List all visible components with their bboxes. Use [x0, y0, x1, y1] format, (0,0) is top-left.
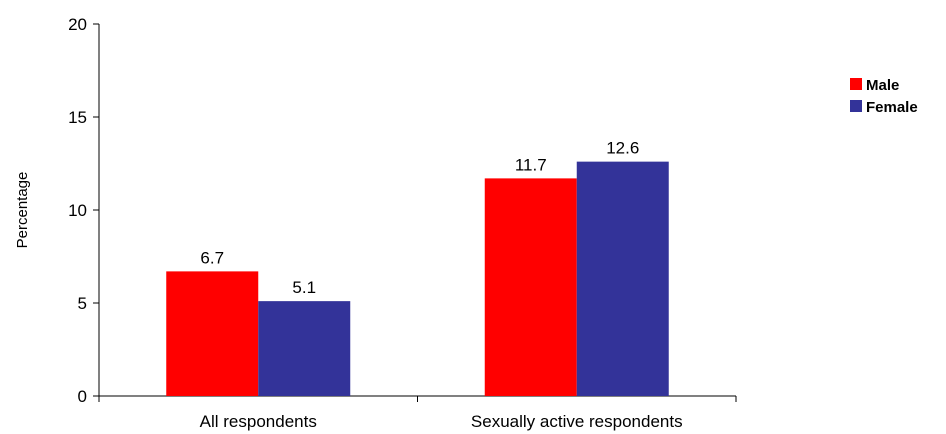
legend-swatch-male [850, 78, 862, 90]
y-tick-label: 20 [68, 15, 87, 34]
y-tick-label: 15 [68, 108, 87, 127]
bar-female [576, 161, 669, 396]
data-label: 6.7 [200, 248, 224, 267]
legend: Male Female [850, 77, 918, 116]
bar-female [258, 301, 351, 396]
y-axis-title: Percentage [14, 172, 31, 249]
data-label: 11.7 [515, 155, 547, 174]
legend-label-female: Female [866, 99, 918, 116]
chart-data-labels: 6.7 5.1 11.7 12.6 [200, 139, 639, 298]
legend-label-male: Male [866, 77, 899, 94]
bar-male [166, 271, 259, 396]
data-label: 5.1 [292, 278, 316, 297]
x-tick-label: All respondents [200, 412, 317, 431]
x-tick-label: Sexually active respondents [471, 412, 683, 431]
bar-male [484, 178, 577, 396]
y-tick-label: 0 [78, 387, 87, 406]
y-tick-label: 10 [68, 201, 87, 220]
y-tick-label: 5 [78, 294, 87, 313]
data-label: 12.6 [606, 139, 639, 158]
legend-swatch-female [850, 100, 862, 112]
chart-bars [166, 161, 669, 396]
